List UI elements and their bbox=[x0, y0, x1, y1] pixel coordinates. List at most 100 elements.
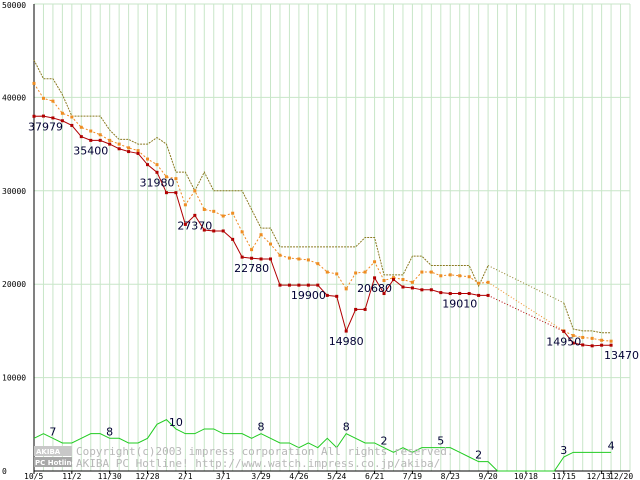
min-point bbox=[193, 213, 197, 217]
y-tick-label: 40000 bbox=[2, 93, 26, 102]
x-axis-ticks: 10/5 11/2 11/30 12/28 2/1 3/1 3/29 4/26 5/24 6/21… bbox=[24, 471, 633, 480]
avg-point bbox=[117, 142, 121, 146]
min-point bbox=[306, 283, 310, 287]
series-max bbox=[33, 59, 612, 334]
avg-point bbox=[269, 242, 273, 246]
min-point bbox=[562, 329, 566, 333]
min-point bbox=[439, 291, 443, 295]
y-tick-label: 50000 bbox=[2, 1, 26, 10]
min-series-line bbox=[563, 331, 612, 347]
avg-point bbox=[221, 214, 225, 218]
avg-point bbox=[382, 278, 386, 282]
min-point bbox=[32, 114, 36, 118]
min-point bbox=[571, 341, 575, 345]
avg-point bbox=[108, 138, 112, 142]
min-point bbox=[221, 229, 225, 233]
min-point bbox=[410, 286, 414, 290]
avg-point bbox=[590, 336, 594, 340]
x-tick-label: 4/26 bbox=[289, 472, 308, 480]
min-point bbox=[164, 191, 168, 195]
avg-point bbox=[278, 253, 282, 257]
avg-point bbox=[609, 339, 613, 343]
avg-point bbox=[287, 256, 291, 260]
min-point bbox=[202, 228, 206, 232]
avg-point bbox=[391, 276, 395, 280]
avg-point bbox=[32, 81, 36, 85]
series-min bbox=[32, 114, 613, 348]
avg-point bbox=[250, 248, 254, 252]
avg-point bbox=[325, 270, 329, 274]
min-point bbox=[183, 222, 187, 226]
avg-point bbox=[401, 278, 405, 282]
price-data-label: 14980 bbox=[329, 335, 364, 348]
y-tick-label: 10000 bbox=[2, 374, 26, 383]
count-data-label: 2 bbox=[381, 435, 388, 448]
min-point bbox=[98, 138, 102, 142]
avg-point bbox=[571, 334, 575, 338]
watermark-logo-bottom-text: PC Hotline! bbox=[35, 459, 79, 467]
min-point bbox=[51, 116, 55, 120]
x-tick-label: 10/5 bbox=[24, 472, 43, 480]
avg-point bbox=[212, 209, 216, 213]
data-labels: 37979 35400 31980 27370 22780 19900 14980 20680… bbox=[28, 120, 639, 362]
avg-point bbox=[89, 129, 93, 133]
avg-point bbox=[41, 96, 45, 100]
min-point bbox=[486, 293, 490, 297]
min-point bbox=[269, 257, 273, 261]
min-point bbox=[477, 293, 481, 297]
watermark-copyright: Copyright(c)2003 impress corporation All… bbox=[76, 445, 454, 458]
avg-point bbox=[600, 338, 604, 342]
min-point bbox=[174, 191, 178, 195]
avg-point bbox=[79, 125, 83, 129]
count-labels: 7 8 10 8 8 2 5 2 3 4 bbox=[49, 416, 614, 462]
x-tick-label: 5/24 bbox=[327, 472, 346, 480]
count-series-line bbox=[33, 419, 612, 472]
price-data-label: 35400 bbox=[73, 144, 108, 157]
avg-point bbox=[155, 163, 159, 167]
min-point bbox=[240, 255, 244, 259]
x-tick-label: 6/21 bbox=[365, 472, 384, 480]
avg-point bbox=[70, 115, 74, 119]
min-point bbox=[41, 114, 45, 118]
y-tick-label: 20000 bbox=[2, 280, 26, 289]
count-data-label: 3 bbox=[560, 444, 567, 457]
avg-point bbox=[174, 177, 178, 181]
avg-point bbox=[60, 111, 64, 115]
min-point bbox=[335, 294, 339, 298]
min-point bbox=[297, 283, 301, 287]
min-point bbox=[231, 237, 235, 241]
min-point bbox=[278, 283, 282, 287]
min-series-gap bbox=[487, 294, 564, 332]
min-point bbox=[212, 229, 216, 233]
watermark-logo-top bbox=[34, 446, 72, 456]
avg-point bbox=[193, 189, 197, 193]
avg-point bbox=[429, 270, 433, 274]
y-tick-label: 30000 bbox=[2, 187, 26, 196]
min-point bbox=[590, 344, 594, 348]
watermark-logo-top-text: AKIBA bbox=[36, 448, 61, 456]
count-data-label: 8 bbox=[343, 421, 350, 434]
avg-point bbox=[127, 146, 131, 150]
min-point bbox=[70, 123, 74, 127]
min-point bbox=[429, 288, 433, 292]
x-tick-label: 7/19 bbox=[403, 472, 422, 480]
avg-point bbox=[410, 280, 414, 284]
y-axis-ticks: 0 10000 20000 30000 40000 50000 bbox=[2, 1, 26, 476]
min-point bbox=[108, 142, 112, 146]
avg-point bbox=[316, 262, 320, 266]
min-point bbox=[146, 163, 150, 167]
min-point bbox=[325, 293, 329, 297]
min-point bbox=[344, 329, 348, 333]
price-data-label: 19900 bbox=[291, 289, 326, 302]
min-point bbox=[581, 343, 585, 347]
x-tick-label: 12/28 bbox=[135, 472, 159, 480]
min-point bbox=[420, 288, 424, 292]
min-point bbox=[382, 292, 386, 296]
min-point bbox=[155, 170, 159, 174]
x-tick-label: 3/29 bbox=[251, 472, 270, 480]
min-point bbox=[373, 276, 377, 280]
avg-point bbox=[448, 273, 452, 277]
count-data-label: 4 bbox=[608, 439, 615, 452]
count-data-label: 7 bbox=[49, 425, 56, 438]
min-point bbox=[136, 151, 140, 155]
